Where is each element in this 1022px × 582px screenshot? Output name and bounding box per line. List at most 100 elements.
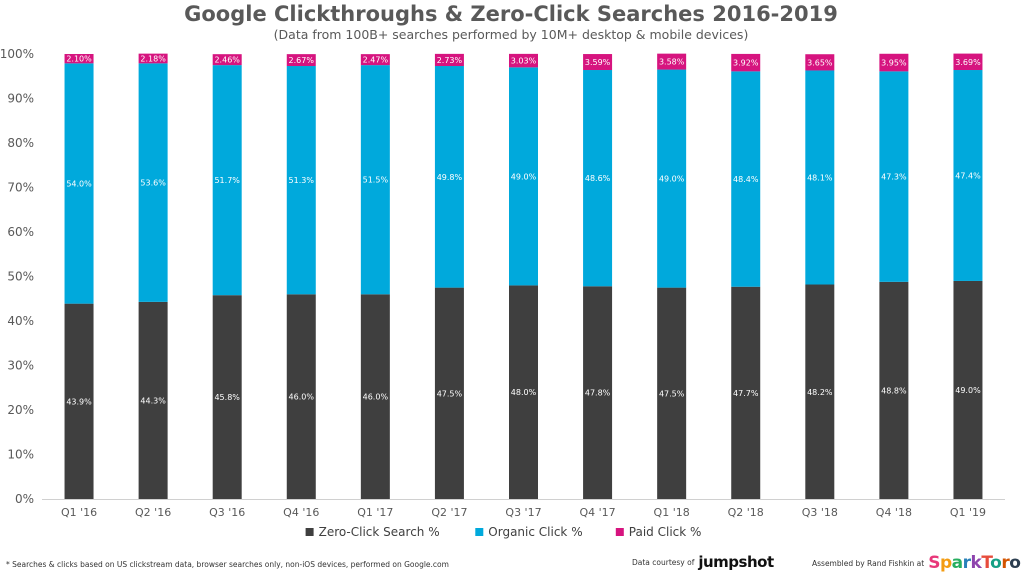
bar-segment — [360, 294, 390, 499]
bars: 43.9% 54.0% 2.10% 44.3% 53.6% 2.18% 45.8% 51.7%… — [64, 53, 983, 499]
bar-segment — [583, 54, 613, 71]
bar-segment — [286, 294, 316, 499]
bar-segment — [509, 53, 538, 68]
x-tick-label: Q1 '18 — [654, 506, 690, 519]
chart-title: Google Clickthroughs & Zero-Click Search… — [184, 2, 838, 26]
x-tick-label: Q4 '18 — [876, 506, 912, 519]
courtesy-label: Data courtesy of — [632, 557, 695, 567]
data-courtesy: Data courtesy of jumpshot — [632, 553, 774, 571]
data-label: 48.1% — [807, 173, 833, 182]
data-label: 48.0% — [511, 388, 537, 397]
data-label: 2.73% — [437, 56, 463, 65]
bar-segment — [731, 53, 761, 72]
bar-segment — [879, 53, 909, 72]
y-tick-label: 40% — [7, 314, 34, 328]
bar-segment — [657, 69, 687, 288]
x-tick-label: Q3 '17 — [505, 506, 541, 519]
data-label: 47.7% — [733, 389, 759, 398]
bar-segment — [953, 53, 983, 71]
legend-label: Organic Click % — [488, 525, 582, 539]
bar-segment — [64, 63, 94, 304]
bar-segment — [805, 284, 835, 499]
data-label: 47.5% — [437, 389, 463, 398]
data-label: 2.46% — [214, 56, 240, 65]
y-tick-label: 80% — [7, 136, 34, 150]
data-label: 47.3% — [881, 173, 907, 182]
bar-segment — [286, 66, 316, 295]
data-label: 49.0% — [955, 386, 981, 395]
data-label: 51.5% — [363, 176, 389, 185]
x-tick-label: Q3 '18 — [802, 506, 838, 519]
data-label: 3.03% — [511, 57, 537, 66]
logo-letter: r — [962, 553, 971, 573]
data-label: 43.9% — [66, 397, 92, 406]
bar-segment — [879, 71, 909, 282]
data-label: 3.59% — [585, 58, 611, 67]
bar-segment — [64, 303, 94, 499]
bar-segment — [286, 54, 316, 67]
y-tick-label: 60% — [7, 225, 34, 239]
y-tick-label: 100% — [0, 47, 34, 61]
sparktoro-logo: SparkToro — [928, 553, 1021, 573]
x-tick-label: Q3 '16 — [209, 506, 245, 519]
y-tick-label: 50% — [7, 270, 34, 284]
data-label: 47.5% — [659, 389, 685, 398]
bar-segment — [434, 287, 464, 499]
logo-letter: r — [1001, 553, 1010, 573]
legend-swatch — [305, 528, 314, 536]
bar-segment — [434, 53, 464, 67]
data-label: 3.69% — [955, 58, 981, 67]
legend-label: Zero-Click Search % — [319, 525, 440, 539]
data-label: 3.58% — [659, 58, 685, 67]
data-label: 51.3% — [289, 176, 315, 185]
bar-segment — [212, 54, 242, 66]
bar-segment — [64, 54, 94, 64]
data-label: 3.65% — [807, 58, 833, 67]
x-tick-label: Q1 '17 — [357, 506, 393, 519]
bar-segment — [879, 281, 909, 499]
x-tick-label: Q1 '19 — [950, 506, 986, 519]
y-axis: 0% 10% 20% 30% 40% 50% 60% 70% 80% 90% 100% — [0, 47, 34, 506]
data-label: 45.8% — [214, 393, 240, 402]
data-label: 2.67% — [289, 56, 315, 65]
bar-segment — [657, 53, 687, 70]
data-label: 54.0% — [66, 179, 92, 188]
x-tick-label: Q2 '16 — [135, 506, 171, 519]
y-tick-label: 70% — [7, 181, 34, 195]
x-tick-label: Q4 '17 — [579, 506, 615, 519]
x-tick-label: Q1 '16 — [61, 506, 97, 519]
bar-segment — [583, 286, 613, 499]
data-label: 47.8% — [585, 389, 611, 398]
legend-swatch — [475, 528, 484, 536]
y-tick-label: 0% — [15, 492, 34, 506]
bar-segment — [212, 65, 242, 296]
bar-segment — [434, 66, 464, 288]
y-tick-label: 10% — [7, 448, 34, 462]
jumpshot-logo: jumpshot — [698, 553, 774, 571]
data-label: 51.7% — [214, 176, 240, 185]
bar-segment — [805, 70, 835, 285]
bar-segment — [953, 280, 983, 499]
y-tick-label: 90% — [7, 92, 34, 106]
bar-segment — [731, 71, 761, 287]
assembled-by: Assembled by Rand Fishkin at SparkToro — [812, 553, 1021, 573]
logo-letter: o — [990, 553, 1002, 573]
data-label: 49.8% — [437, 173, 463, 182]
bar-segment — [138, 301, 168, 499]
x-tick-label: Q2 '17 — [431, 506, 467, 519]
footnote: * Searches & clicks based on US clickstr… — [6, 560, 449, 569]
data-label: 46.0% — [289, 393, 315, 402]
logo-letter: p — [939, 553, 952, 573]
legend-swatch — [615, 528, 624, 536]
assembled-label: Assembled by Rand Fishkin at — [812, 558, 925, 568]
bar-segment — [731, 286, 761, 499]
logo-letter: k — [970, 553, 982, 573]
data-label: 48.8% — [881, 386, 907, 395]
data-label: 49.0% — [659, 175, 685, 184]
bar-segment — [138, 63, 168, 302]
data-label: 2.18% — [140, 54, 166, 63]
data-label: 3.95% — [881, 59, 907, 68]
y-tick-label: 20% — [7, 403, 34, 417]
data-label: 48.2% — [807, 388, 833, 397]
bar-segment — [138, 53, 168, 64]
